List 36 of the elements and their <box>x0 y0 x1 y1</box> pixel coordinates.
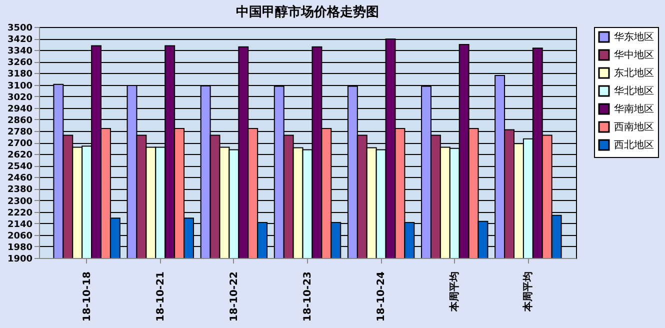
y-tick-label: 3020 <box>7 92 32 103</box>
legend-label: 西南地区 <box>614 121 654 133</box>
y-tick-label: 1980 <box>7 242 32 253</box>
y-tick-label: 2140 <box>7 220 32 230</box>
x-tick-label: 18-10-24 <box>376 271 388 322</box>
y-tick-label: 2460 <box>7 174 32 184</box>
y-tick-label: 2940 <box>7 104 32 114</box>
y-tick-label: 2220 <box>7 208 32 218</box>
y-tick-label: 2780 <box>7 127 32 138</box>
y-tick-label: 2700 <box>7 139 32 149</box>
y-tick-label: 2060 <box>7 231 32 242</box>
legend-label: 东北地区 <box>614 67 654 79</box>
y-tick-label: 1900 <box>7 254 32 264</box>
y-tick-label: 3340 <box>7 46 32 57</box>
y-tick-label: 3180 <box>7 70 32 80</box>
y-tick-label: 2300 <box>7 196 32 207</box>
y-tick-label: 2540 <box>7 162 32 172</box>
x-tick-label: 18-10-18 <box>82 271 93 322</box>
y-tick-label: 2380 <box>7 185 32 196</box>
chart-title: 中国甲醇市场价格走势图 <box>236 4 379 20</box>
x-tick-label: 18-10-22 <box>228 271 240 322</box>
x-tick-label: 18-10-21 <box>155 271 166 322</box>
y-tick-label: 2860 <box>7 116 32 126</box>
legend-label: 西北地区 <box>614 139 654 151</box>
legend-label: 华东地区 <box>614 31 654 43</box>
x-tick-label: 本周平均 <box>522 272 534 312</box>
legend-label: 华北地区 <box>614 85 654 97</box>
legend-label: 华中地区 <box>614 49 654 61</box>
x-tick-label: 18-10-23 <box>302 271 314 322</box>
y-tick-label: 3260 <box>7 58 32 68</box>
y-tick-label: 3100 <box>7 81 32 92</box>
legend-label: 华南地区 <box>614 103 654 115</box>
y-tick-label: 3420 <box>7 35 32 46</box>
y-tick-label: 3500 <box>7 24 32 34</box>
x-tick-label: 本周平均 <box>448 272 461 312</box>
y-tick-label: 2620 <box>7 150 32 161</box>
